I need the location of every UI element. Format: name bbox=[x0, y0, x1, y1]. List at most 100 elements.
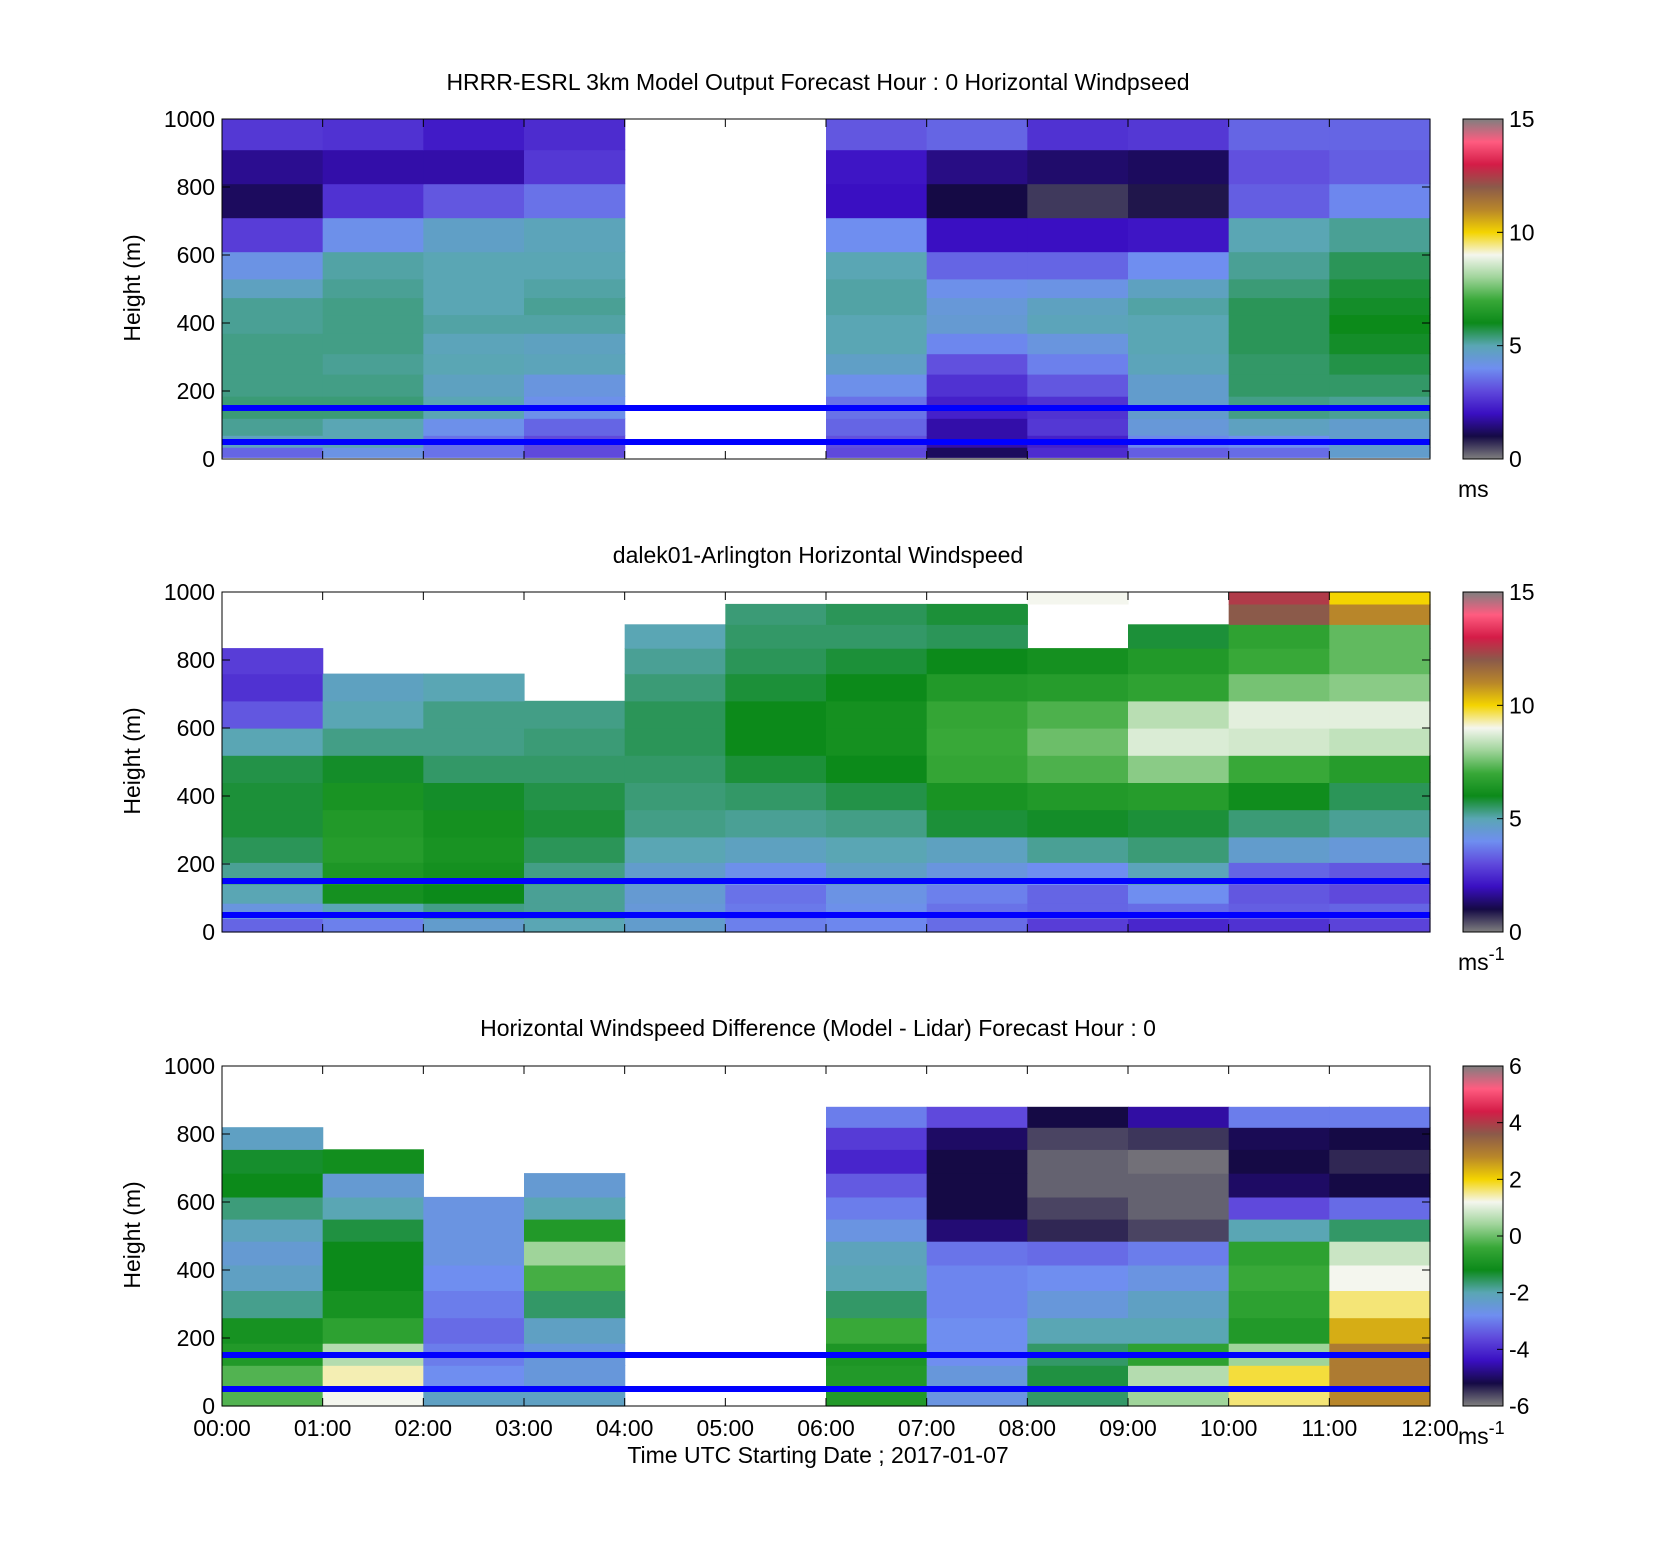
y-tick-label: 200 bbox=[177, 851, 215, 877]
heatmap-cell bbox=[524, 314, 626, 334]
heatmap-cell bbox=[1027, 418, 1129, 436]
heatmap-cell bbox=[1228, 648, 1330, 675]
heatmap-cell bbox=[524, 251, 626, 280]
heatmap-cell bbox=[524, 278, 626, 299]
colorbar-tick-label: 10 bbox=[1509, 219, 1535, 245]
heatmap-cell bbox=[322, 149, 424, 185]
heatmap-cell bbox=[1027, 1196, 1129, 1220]
colorbar-tick-label: 0 bbox=[1509, 1223, 1522, 1249]
x-tick-label: 11:00 bbox=[1301, 1415, 1357, 1441]
heatmap-cell bbox=[524, 119, 626, 151]
heatmap-cell bbox=[1128, 1173, 1230, 1198]
heatmap-cell bbox=[222, 1317, 324, 1344]
heatmap-cell bbox=[1027, 782, 1129, 811]
colorbar-tick-label: 15 bbox=[1509, 579, 1535, 605]
heatmap-cell bbox=[725, 728, 827, 756]
heatmap-cell bbox=[423, 782, 525, 811]
heatmap-cell bbox=[322, 183, 424, 219]
colorbar-tick-label: 0 bbox=[1509, 446, 1522, 472]
heatmap-cell bbox=[1128, 1149, 1230, 1174]
heatmap-cell bbox=[1329, 884, 1431, 904]
heatmap-cell bbox=[1128, 700, 1230, 729]
heatmap-cell bbox=[826, 1264, 928, 1291]
heatmap-cell bbox=[1128, 217, 1230, 253]
heatmap-cell bbox=[1329, 1196, 1431, 1220]
colorbar: 0 5 10 15 ms-1 bbox=[1458, 579, 1535, 975]
heatmap-cell bbox=[926, 782, 1028, 811]
heatmap-cell bbox=[222, 782, 324, 811]
heatmap-cell bbox=[222, 297, 324, 316]
heatmap-cell bbox=[1027, 700, 1129, 729]
heatmap-cell bbox=[423, 217, 525, 253]
heatmap-cell bbox=[826, 1317, 928, 1344]
heatmap-cell bbox=[826, 447, 928, 458]
heatmap-cell bbox=[826, 782, 928, 811]
heatmap-cell bbox=[322, 884, 424, 904]
heatmap-cell bbox=[322, 374, 424, 397]
heatmap-cell bbox=[1128, 119, 1230, 151]
heatmap-cell bbox=[1228, 119, 1330, 151]
heatmap-cell bbox=[1128, 1317, 1230, 1344]
heatmap-cell bbox=[1228, 782, 1330, 811]
heatmap-cell bbox=[322, 119, 424, 151]
panel-difference-ylabel: Height (m) bbox=[119, 1181, 145, 1288]
heatmap-cell bbox=[423, 755, 525, 783]
x-tick-label: 01:00 bbox=[294, 1415, 352, 1441]
heatmap-cell bbox=[624, 809, 726, 838]
heatmap-cell bbox=[826, 603, 928, 625]
heatmap-cell bbox=[423, 673, 525, 702]
y-tick-label: 400 bbox=[177, 310, 215, 336]
y-tick-label: 600 bbox=[177, 242, 215, 268]
heatmap-cell bbox=[1329, 918, 1431, 933]
heatmap-cell bbox=[1329, 333, 1431, 355]
heatmap-cell bbox=[926, 447, 1028, 458]
colorbar-tick-label: -4 bbox=[1509, 1336, 1530, 1362]
colorbar-tick-label: 5 bbox=[1509, 333, 1522, 359]
y-tick-label: 1000 bbox=[164, 106, 215, 132]
heatmap-cell bbox=[926, 1127, 1028, 1150]
heatmap-cell bbox=[1128, 353, 1230, 375]
heatmap-cell bbox=[1027, 217, 1129, 253]
colorbar-unit: ms-1 bbox=[1458, 944, 1505, 975]
heatmap-cell bbox=[222, 755, 324, 783]
heatmap-cell bbox=[1329, 700, 1431, 729]
heatmap-cell bbox=[1228, 1149, 1330, 1174]
heatmap-cell bbox=[1329, 1365, 1431, 1387]
heatmap-cell bbox=[222, 1241, 324, 1266]
heatmap-cell bbox=[826, 183, 928, 219]
heatmap-cell bbox=[222, 884, 324, 904]
panel-difference: Horizontal Windspeed Difference (Model -… bbox=[119, 1015, 1530, 1468]
heatmap-cell bbox=[322, 1173, 424, 1198]
heatmap-cell bbox=[1027, 673, 1129, 702]
heatmap-cell bbox=[624, 884, 726, 904]
heatmap-cell bbox=[826, 1219, 928, 1242]
heatmap-cell bbox=[1228, 1365, 1330, 1387]
heatmap-cell bbox=[423, 297, 525, 316]
heatmap-cell bbox=[222, 1127, 324, 1150]
x-tick-label: 10:00 bbox=[1200, 1415, 1258, 1441]
heatmap-cell bbox=[1128, 836, 1230, 863]
heatmap-cell bbox=[826, 1365, 928, 1387]
heatmap-cell bbox=[1128, 1219, 1230, 1242]
heatmap-cell bbox=[1329, 782, 1431, 811]
heatmap-cell bbox=[1027, 755, 1129, 783]
heatmap-cell bbox=[1329, 1317, 1431, 1344]
y-tick-label: 600 bbox=[177, 1189, 215, 1215]
heatmap-cell bbox=[1228, 297, 1330, 316]
heatmap-cell bbox=[222, 648, 324, 675]
heatmap-cell bbox=[1228, 418, 1330, 436]
heatmap-cell bbox=[1027, 1365, 1129, 1387]
heatmap-cell bbox=[423, 1317, 525, 1344]
heatmap-cell bbox=[1128, 447, 1230, 458]
heatmap-cell bbox=[1027, 728, 1129, 756]
heatmap-cell bbox=[1027, 447, 1129, 458]
heatmap-cell bbox=[826, 217, 928, 253]
y-tick-label: 400 bbox=[177, 1257, 215, 1283]
panel-lidar: dalek01-Arlington Horizontal Windspeed H… bbox=[119, 542, 1535, 975]
heatmap-cell bbox=[1228, 1264, 1330, 1291]
heatmap-cell bbox=[1228, 1290, 1330, 1319]
heatmap-cell bbox=[1128, 1264, 1230, 1291]
x-tick-label: 02:00 bbox=[395, 1415, 453, 1441]
heatmap-cell bbox=[926, 1317, 1028, 1344]
y-tick-label: 200 bbox=[177, 378, 215, 404]
